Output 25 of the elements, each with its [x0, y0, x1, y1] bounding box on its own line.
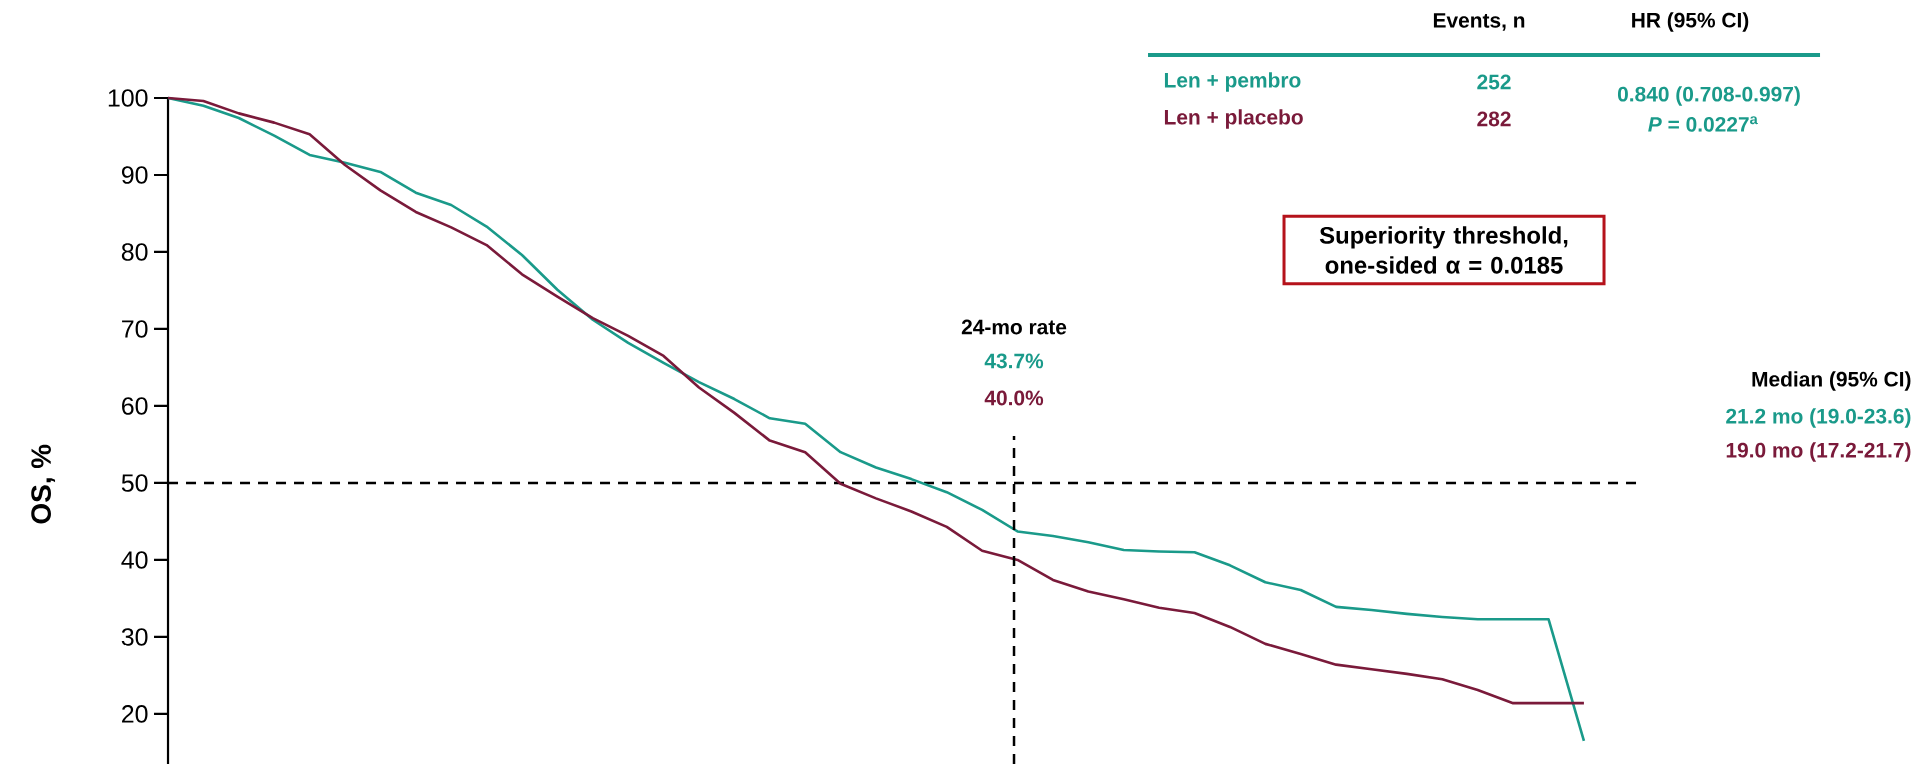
annotation: 0.840 (0.708-0.997)	[1617, 86, 1800, 106]
annotation: 24-mo rate	[961, 319, 1067, 335]
annotation: 282	[1477, 111, 1511, 127]
annotation: Superiority threshold, one-sided α = 0.0185	[1319, 226, 1568, 274]
y-tick-label: 40	[121, 551, 148, 569]
text: P = 0.0227$^{a}$	[1648, 116, 1758, 132]
y-tick-label: 80	[121, 243, 148, 261]
annotation: 43.7%	[984, 353, 1044, 369]
text: 19.0 mo (17.2-21.7)	[1726, 442, 1911, 462]
text: Events, n	[1433, 13, 1525, 31]
y-tick-label: 20	[122, 705, 148, 723]
y-tick-label: 100	[108, 89, 148, 107]
text: 252	[1477, 74, 1511, 90]
y-tick-label: 60	[122, 397, 148, 415]
y-axis-title: OS, %	[31, 444, 56, 524]
text: Median (95% CI)	[1752, 371, 1911, 391]
y-tick-label: 50	[121, 474, 148, 492]
annotation: 40.0%	[984, 390, 1044, 406]
text: HR (95% CI)	[1632, 12, 1749, 32]
text: Len + pembro	[1164, 72, 1301, 92]
y-tick-label: 90	[121, 166, 148, 184]
text: 21.2 mo (19.0-23.6)	[1726, 408, 1911, 428]
y-tick-label: 30	[121, 628, 148, 646]
y-tick-label: 70	[122, 320, 148, 338]
text: Len + placebo	[1164, 109, 1303, 129]
